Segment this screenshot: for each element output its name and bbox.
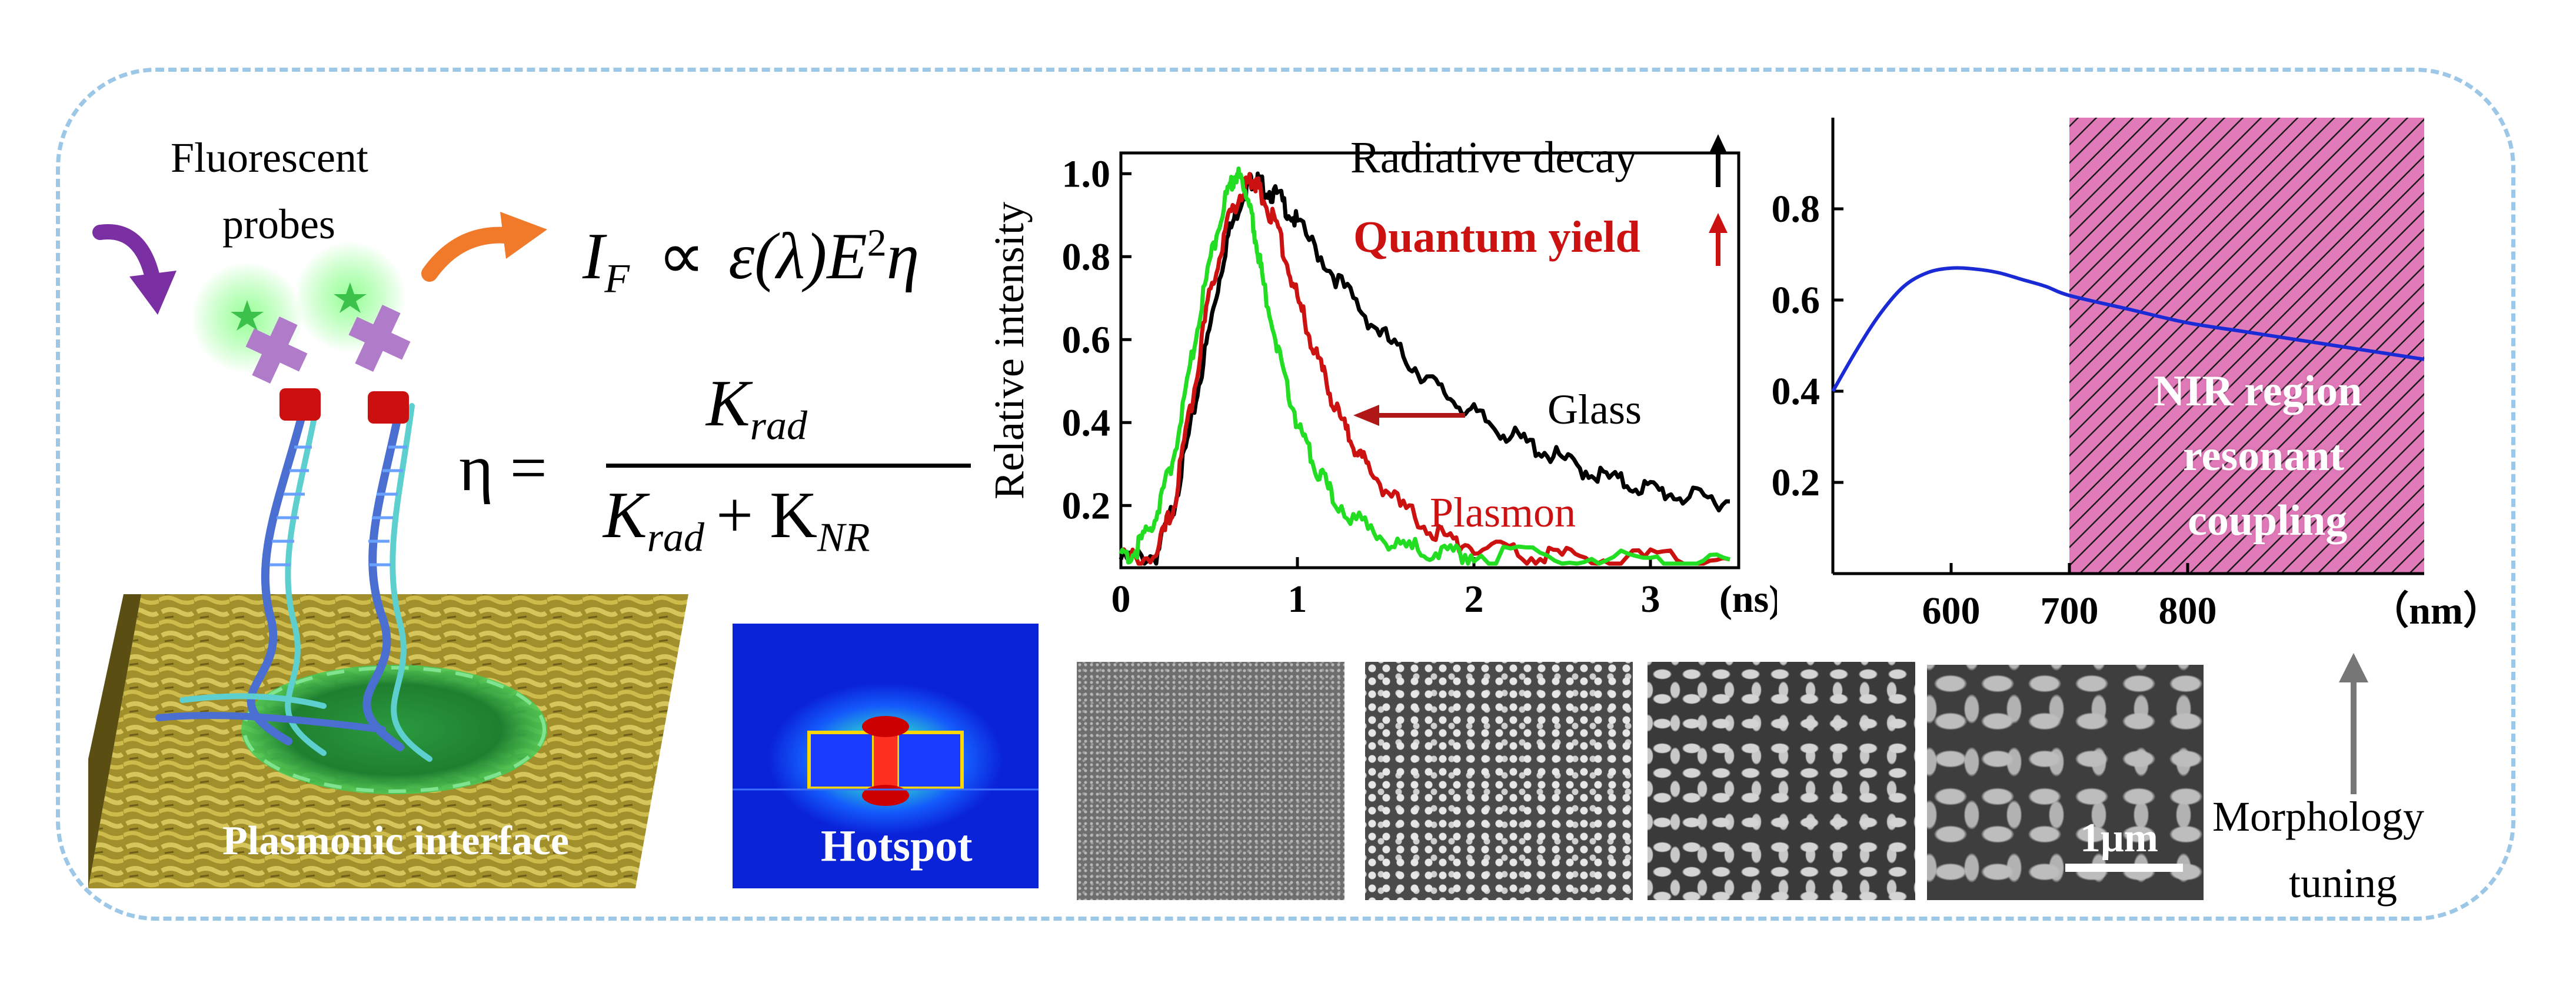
morphology-arrow-icon (2333, 653, 2374, 794)
spec-x-unit-label: （nm） (2370, 589, 2502, 632)
decay-y-tick-label: 0.4 (1062, 401, 1111, 444)
glass-label: Glass (1547, 386, 1642, 433)
eq-proportional: ∝ (658, 220, 705, 293)
plasmon-label: Plasmon (1430, 489, 1576, 536)
nir-shaded-region (2069, 118, 2424, 574)
sem-image-2 (1365, 662, 1633, 900)
eq-var-f: F (604, 256, 630, 302)
morphology-label-line1: Morphology (2212, 793, 2424, 840)
eq-num-k: K (706, 367, 750, 440)
excitation-arrow-icon (88, 221, 194, 321)
hotspot-field-map (733, 624, 1039, 888)
decay-y-tick-label: 0.8 (1062, 235, 1111, 278)
eq-num-sub: rad (750, 403, 807, 449)
spectrum-chart-svg: 600 700 800 （nm） 0.2 0.4 0.6 0.8 (1772, 118, 2502, 632)
quantum-yield-label: Quantum yield (1353, 212, 1640, 262)
sem-image-4 (1927, 665, 2204, 900)
decay-chart-svg: 0 1 2 3 (ns) 0.2 0.4 0.6 0.8 1.0 (1062, 151, 1782, 621)
equation-eta: η = Krad Krad + KNR (459, 365, 989, 559)
decay-x-unit-label: (ns) (1719, 578, 1777, 621)
decay-x-tick-label: 1 (1288, 578, 1307, 621)
sem-image-3 (1648, 662, 1915, 900)
eq-rhs-sup: 2 (867, 221, 887, 265)
eq-den-plus: + K (715, 479, 817, 552)
dna-strands (135, 365, 500, 812)
nir-label-line1: NIR region (2154, 367, 2362, 415)
spectrum-series-line (1831, 266, 2425, 392)
spec-y-tick-label: 0.2 (1772, 461, 1820, 504)
plasmonic-interface-label: Plasmonic interface (222, 818, 569, 864)
nir-label-line3: coupling (2188, 497, 2348, 545)
shift-left-arrow-icon (1353, 404, 1465, 427)
decay-y-tick-label: 1.0 (1062, 152, 1111, 195)
decay-y-tick-label: 0.6 (1062, 318, 1111, 361)
equation-intensity: IF ∝ ε(λ)E2η (583, 224, 919, 299)
spec-x-tick-label: 700 (2041, 589, 2099, 632)
fluorescent-probe-right (294, 241, 427, 394)
decay-plot-frame (1119, 151, 1740, 569)
eq-rhs-a: ε(λ)E (728, 220, 867, 293)
spectrum-chart: 600 700 800 （nm） 0.2 0.4 0.6 0.8 (1753, 112, 2536, 653)
spec-y-tick-label: 0.4 (1772, 370, 1820, 413)
decay-series-plasmon (1120, 172, 1730, 566)
eq-eta-lhs: η = (459, 432, 547, 505)
hotspot-label: Hotspot (821, 821, 973, 871)
eq-den-knr-sub: NR (817, 515, 870, 561)
fluorescent-probe-left (191, 253, 324, 406)
scale-bar-label: 1μm (2080, 815, 2158, 861)
decay-x-tick-label: 2 (1465, 578, 1484, 621)
figure-frame (56, 68, 2515, 921)
decay-y-tick-label: 0.2 (1062, 484, 1111, 527)
spec-y-tick-label: 0.8 (1772, 188, 1820, 231)
fluorescent-probes-label-line2: probes (222, 201, 335, 248)
decay-chart: 0 1 2 3 (ns) 0.2 0.4 0.6 0.8 1.0 (1000, 118, 1782, 647)
decay-x-tick-label: 3 (1641, 578, 1660, 621)
eq-den-k-sub: rad (647, 515, 704, 561)
sem-image-1 (1077, 662, 1344, 900)
decay-x-tick-label: 0 (1111, 578, 1131, 621)
morphology-label-line2: tuning (2289, 860, 2398, 907)
eq-rhs-b: η (886, 220, 920, 293)
nir-label-line2: resonant (2183, 432, 2345, 480)
spec-x-tick-label: 800 (2159, 589, 2217, 632)
decay-ylabel: Relative intensity (986, 202, 1033, 499)
spec-x-tick-label: 600 (1922, 589, 1981, 632)
eq-fraction-bar (606, 464, 971, 468)
emission-arrow-icon (418, 203, 553, 285)
decay-series-glass (1119, 171, 1730, 566)
scale-bar (2065, 864, 2183, 872)
eq-var-i: I (583, 220, 605, 293)
quantum-up-arrow-icon (1706, 213, 1730, 266)
eq-den-k: K (603, 479, 647, 552)
decay-series-green (1119, 166, 1730, 566)
radiative-decay-label: Radiative decay (1350, 133, 1638, 182)
radiative-up-arrow-icon (1706, 134, 1730, 187)
spec-y-tick-label: 0.6 (1772, 279, 1820, 322)
fluorescent-probes-label-line1: Fluorescent (171, 134, 368, 181)
